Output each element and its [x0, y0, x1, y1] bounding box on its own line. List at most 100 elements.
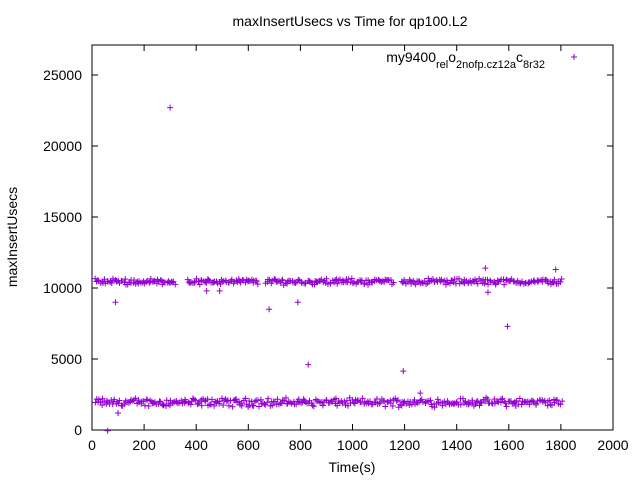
- data-point: [283, 394, 290, 401]
- data-point: [295, 276, 302, 283]
- data-point: [278, 277, 285, 284]
- data-point: [99, 402, 106, 409]
- data-point: [223, 398, 230, 405]
- x-axis-label: Time(s): [329, 459, 376, 475]
- chart-title: maxInsertUsecs vs Time for qp100.L2: [233, 13, 468, 29]
- data-point: [323, 275, 330, 282]
- data-point: [557, 279, 564, 286]
- data-point: [269, 402, 276, 409]
- data-point: [344, 402, 351, 409]
- data-point: [144, 397, 151, 404]
- data-point: [294, 299, 301, 306]
- y-axis: 0 5000 10000 15000 20000 25000: [43, 67, 613, 438]
- data-point: [265, 395, 272, 402]
- data-point: [181, 399, 188, 406]
- data-point: [310, 403, 317, 410]
- data-point: [292, 279, 299, 286]
- data-point: [187, 401, 194, 408]
- data-point: [195, 278, 202, 285]
- data-point: [389, 403, 396, 410]
- data-point: [305, 361, 312, 368]
- data-point: [431, 404, 438, 411]
- data-point: [243, 401, 250, 408]
- data-point: [334, 402, 341, 409]
- data-point: [516, 395, 523, 402]
- data-point: [251, 398, 258, 405]
- data-point: [185, 400, 192, 407]
- data-point: [400, 368, 407, 375]
- data-point: [558, 276, 565, 283]
- data-point: [453, 399, 460, 406]
- data-point: [366, 398, 373, 405]
- y-tick-label: 0: [74, 422, 82, 438]
- data-point: [209, 396, 216, 403]
- data-point: [112, 299, 119, 306]
- data-point: [216, 287, 223, 294]
- data-point: [349, 280, 356, 287]
- data-point: [104, 427, 111, 434]
- x-tick-label: 800: [289, 437, 313, 453]
- data-point: [337, 276, 344, 283]
- data-point: [554, 396, 561, 403]
- data-point: [192, 397, 199, 404]
- x-tick-label: 200: [132, 437, 156, 453]
- data-point: [494, 398, 501, 405]
- data-point: [550, 279, 557, 286]
- data-point: [354, 398, 361, 405]
- data-point: [382, 403, 389, 410]
- data-point: [481, 280, 488, 287]
- data-point: [257, 396, 264, 403]
- data-point: [526, 401, 533, 408]
- data-point: [225, 402, 232, 409]
- data-point: [160, 402, 167, 409]
- data-point: [434, 396, 441, 403]
- data-point: [118, 277, 125, 284]
- plot-frame: [91, 44, 614, 431]
- data-point: [254, 281, 261, 288]
- data-point: [439, 402, 446, 409]
- data-point: [474, 280, 481, 287]
- x-tick-label: 400: [185, 437, 209, 453]
- data-point: [178, 397, 185, 404]
- data-point: [484, 396, 491, 403]
- y-tick-label: 5000: [51, 351, 82, 367]
- y-tick-label: 25000: [43, 67, 82, 83]
- data-point: [381, 398, 388, 405]
- y-tick-label: 10000: [43, 280, 82, 296]
- data-point: [169, 279, 176, 286]
- data-point: [478, 399, 485, 406]
- data-point: [399, 279, 406, 286]
- data-point: [236, 278, 243, 285]
- data-point: [264, 399, 271, 406]
- data-point: [266, 306, 273, 313]
- data-point: [474, 398, 481, 405]
- data-point: [255, 403, 262, 410]
- data-point: [210, 279, 217, 286]
- legend-marker: [571, 54, 577, 60]
- data-point: [94, 277, 101, 284]
- data-point: [196, 281, 203, 288]
- data-point: [498, 396, 505, 403]
- data-point: [343, 397, 350, 404]
- x-tick-label: 0: [88, 437, 96, 453]
- data-point: [116, 397, 123, 404]
- data-point: [135, 280, 142, 287]
- data-point: [412, 281, 419, 288]
- data-point: [250, 402, 257, 409]
- data-point: [115, 409, 122, 416]
- data-point: [220, 402, 227, 409]
- data-point: [418, 396, 425, 403]
- data-point: [101, 276, 108, 283]
- y-tick-label: 20000: [43, 138, 82, 154]
- data-point: [261, 400, 268, 407]
- data-point: [456, 275, 463, 282]
- data-point: [229, 403, 236, 410]
- x-tick-label: 2000: [597, 437, 628, 453]
- data-point: [406, 277, 413, 284]
- data-point: [287, 399, 294, 406]
- data-point: [268, 280, 275, 287]
- data-point: [376, 400, 383, 407]
- data-point: [319, 402, 326, 409]
- data-point: [546, 397, 553, 404]
